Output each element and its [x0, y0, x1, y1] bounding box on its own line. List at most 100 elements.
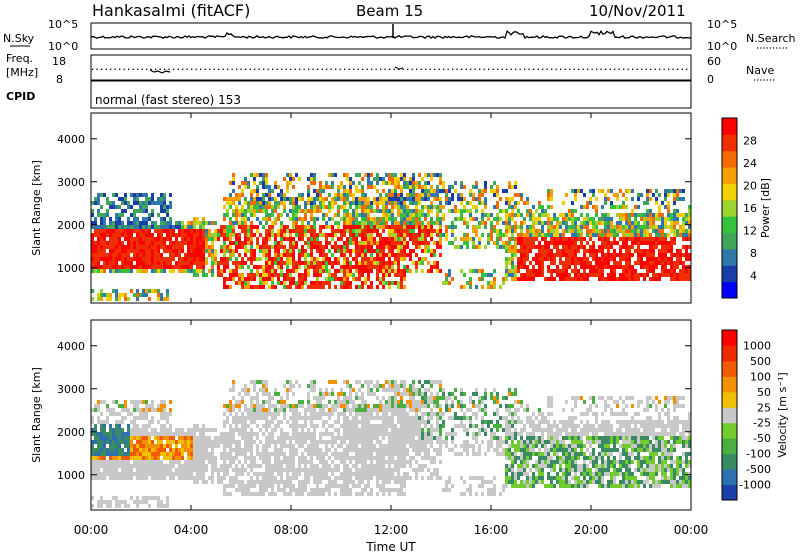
velocity-cell [136, 436, 139, 440]
power-cell [259, 281, 262, 285]
power-cell [361, 193, 364, 197]
velocity-cell [118, 444, 121, 448]
power-cell [553, 237, 556, 241]
velocity-cell [289, 444, 292, 448]
power-cell [376, 189, 379, 193]
power-cell [100, 225, 103, 229]
power-cell [169, 221, 172, 225]
velocity-cell [226, 472, 229, 476]
velocity-cell [169, 452, 172, 456]
power-cell [319, 205, 322, 209]
power-cell [292, 217, 295, 221]
power-cell [118, 249, 121, 253]
power-cell [340, 253, 343, 257]
power-cell [247, 277, 250, 281]
power-cell [397, 213, 400, 217]
power-cell [652, 245, 655, 249]
power-cell [433, 197, 436, 201]
power-cell [154, 261, 157, 265]
power-cell [298, 285, 301, 289]
velocity-cell [223, 456, 226, 460]
power-cell [145, 229, 148, 233]
velocity-cell [151, 468, 154, 472]
power-cell [493, 193, 496, 197]
power-cell [298, 277, 301, 281]
power-cell [631, 273, 634, 277]
power-cell [589, 253, 592, 257]
power-cell [364, 173, 367, 177]
power-cell [268, 205, 271, 209]
power-cell [310, 285, 313, 289]
power-cell [538, 221, 541, 225]
power-cell [109, 257, 112, 261]
power-cell [385, 173, 388, 177]
power-cell [520, 229, 523, 233]
power-cell [334, 221, 337, 225]
power-cell [268, 253, 271, 257]
velocity-cell [97, 456, 100, 460]
velocity-cell [115, 444, 118, 448]
power-cell [121, 293, 124, 297]
power-cell [643, 217, 646, 221]
power-cell [235, 197, 238, 201]
power-cell [145, 257, 148, 261]
velocity-cell [142, 500, 145, 504]
power-cell [325, 269, 328, 273]
velocity-cell [232, 404, 235, 408]
power-cell [118, 257, 121, 261]
velocity-cell [226, 456, 229, 460]
velocity-cell [262, 452, 265, 456]
power-cell [619, 261, 622, 265]
velocity-cell [175, 452, 178, 456]
power-cell [235, 213, 238, 217]
power-cell [514, 181, 517, 185]
velocity-cell [256, 472, 259, 476]
velocity-cell [160, 500, 163, 504]
power-cell [187, 241, 190, 245]
power-cell [274, 269, 277, 273]
velocity-cell [199, 428, 202, 432]
power-cell [526, 257, 529, 261]
power-cell [130, 237, 133, 241]
power-cell [388, 273, 391, 277]
power-cell [679, 249, 682, 253]
power-cell [631, 209, 634, 213]
power-cell [601, 241, 604, 245]
velocity-cell [205, 456, 208, 460]
power-cell [484, 189, 487, 193]
power-cell [514, 229, 517, 233]
power-cell [655, 237, 658, 241]
power-cell [484, 201, 487, 205]
velocity-cell [346, 400, 349, 404]
velocity-cell [313, 476, 316, 480]
power-cell [364, 201, 367, 205]
power-cell [460, 201, 463, 205]
power-cell [679, 261, 682, 265]
velocity-cell [244, 432, 247, 436]
power-cell [559, 221, 562, 225]
colorbar-tick-label: 8 [750, 247, 757, 260]
power-cell [505, 265, 508, 269]
power-cell [640, 265, 643, 269]
power-cell [235, 269, 238, 273]
power-cell [340, 185, 343, 189]
power-cell [625, 229, 628, 233]
velocity-cell [250, 456, 253, 460]
power-cell [655, 217, 658, 221]
velocity-cell [280, 396, 283, 400]
power-cell [328, 209, 331, 213]
velocity-cell [307, 444, 310, 448]
power-cell [184, 225, 187, 229]
power-cell [259, 173, 262, 177]
power-cell [541, 213, 544, 217]
power-cell [139, 229, 142, 233]
power-cell [163, 225, 166, 229]
power-cell [337, 245, 340, 249]
power-cell [646, 269, 649, 273]
power-cell [274, 217, 277, 221]
power-cell [541, 237, 544, 241]
power-cell [418, 213, 421, 217]
velocity-cell [145, 452, 148, 456]
power-cell [220, 233, 223, 237]
power-cell [508, 229, 511, 233]
